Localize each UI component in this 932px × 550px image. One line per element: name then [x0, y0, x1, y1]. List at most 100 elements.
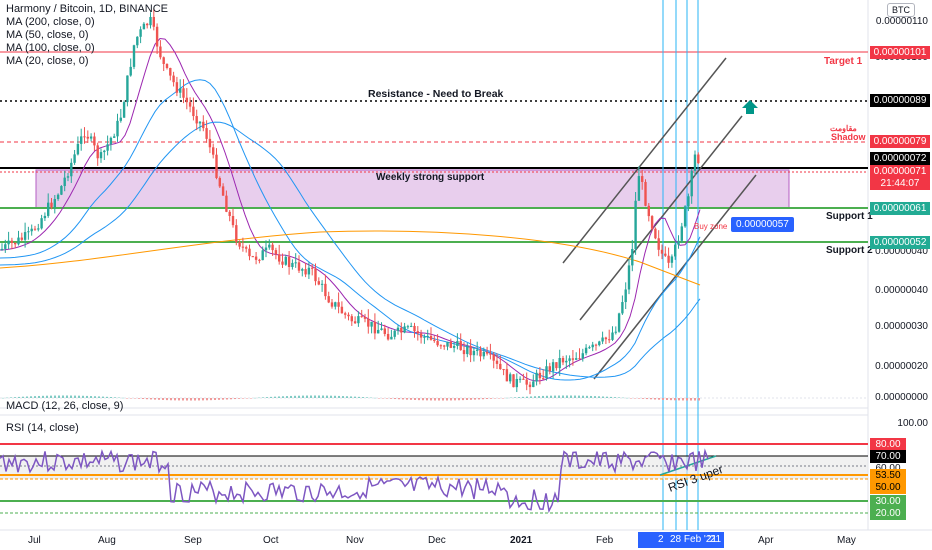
candle[interactable]	[317, 281, 320, 285]
candle[interactable]	[47, 202, 50, 216]
candle[interactable]	[485, 351, 489, 354]
candle[interactable]	[502, 369, 505, 371]
candle[interactable]	[294, 262, 297, 264]
candle[interactable]	[320, 283, 324, 285]
candle[interactable]	[492, 354, 495, 361]
candle[interactable]	[43, 215, 47, 219]
candle[interactable]	[185, 97, 188, 103]
candle[interactable]	[146, 23, 149, 26]
candle[interactable]	[96, 145, 99, 159]
candle[interactable]	[505, 369, 509, 382]
candle[interactable]	[535, 372, 538, 382]
candle[interactable]	[670, 256, 674, 263]
candle[interactable]	[89, 136, 93, 139]
candle[interactable]	[30, 228, 33, 232]
indicator-ma50[interactable]: MA (50, close, 0)	[6, 29, 89, 41]
candle[interactable]	[103, 150, 106, 153]
candle[interactable]	[40, 218, 43, 229]
indicator-ma200[interactable]: MA (200, close, 0)	[6, 16, 95, 28]
candle[interactable]	[611, 332, 614, 340]
candle[interactable]	[687, 196, 690, 207]
channel-line[interactable]	[562, 57, 727, 264]
candle[interactable]	[565, 360, 568, 363]
candle[interactable]	[363, 316, 367, 319]
candle[interactable]	[129, 66, 132, 76]
candle[interactable]	[634, 200, 637, 250]
candle[interactable]	[251, 256, 254, 258]
candle[interactable]	[109, 137, 113, 145]
candle[interactable]	[340, 306, 344, 314]
candle[interactable]	[106, 144, 109, 151]
candle[interactable]	[604, 337, 608, 340]
candle[interactable]	[664, 253, 667, 256]
candle[interactable]	[538, 372, 542, 379]
candle[interactable]	[561, 358, 565, 363]
candle[interactable]	[469, 346, 472, 356]
candle[interactable]	[264, 247, 268, 251]
candle[interactable]	[86, 136, 89, 139]
candle[interactable]	[591, 344, 594, 348]
candle[interactable]	[132, 45, 136, 67]
candle[interactable]	[119, 117, 122, 121]
candle[interactable]	[4, 244, 7, 249]
candle[interactable]	[479, 349, 482, 357]
candle[interactable]	[271, 244, 274, 251]
candle[interactable]	[136, 36, 139, 46]
candle[interactable]	[245, 247, 248, 249]
candle[interactable]	[515, 378, 518, 388]
candle[interactable]	[152, 16, 155, 27]
price-tag[interactable]: 0.00000071	[870, 165, 930, 178]
candle[interactable]	[182, 88, 185, 98]
candle[interactable]	[198, 121, 202, 124]
candle[interactable]	[439, 345, 443, 347]
ma50-line[interactable]	[0, 79, 701, 381]
candle[interactable]	[357, 316, 360, 324]
candle[interactable]	[499, 363, 502, 370]
candle[interactable]	[383, 328, 386, 334]
candle[interactable]	[393, 330, 396, 337]
candle[interactable]	[66, 176, 70, 178]
candle[interactable]	[650, 216, 654, 229]
candle[interactable]	[396, 327, 400, 331]
candle[interactable]	[419, 333, 423, 338]
candle[interactable]	[70, 162, 73, 177]
candle[interactable]	[334, 302, 337, 307]
candle[interactable]	[202, 121, 205, 129]
candle[interactable]	[188, 102, 192, 107]
candle[interactable]	[353, 321, 357, 324]
candle[interactable]	[373, 321, 377, 334]
candle[interactable]	[406, 326, 410, 328]
candle[interactable]	[179, 88, 182, 93]
candle[interactable]	[555, 362, 558, 369]
ma100-line[interactable]	[0, 121, 701, 378]
candle[interactable]	[235, 225, 238, 243]
price-tag[interactable]: 0.00000072	[870, 152, 930, 165]
candle[interactable]	[683, 206, 687, 227]
candle[interactable]	[344, 313, 347, 315]
candle[interactable]	[73, 154, 76, 163]
candle[interactable]	[0, 248, 4, 250]
candle[interactable]	[113, 136, 116, 138]
candle[interactable]	[416, 331, 419, 334]
candle[interactable]	[126, 75, 129, 103]
candle[interactable]	[367, 318, 370, 327]
candle[interactable]	[172, 75, 175, 83]
candle[interactable]	[83, 136, 86, 138]
candle[interactable]	[314, 268, 317, 282]
candle[interactable]	[116, 120, 119, 137]
candle[interactable]	[297, 262, 301, 271]
candle[interactable]	[162, 57, 165, 64]
candle[interactable]	[76, 143, 80, 155]
candle[interactable]	[324, 283, 327, 297]
candle[interactable]	[584, 347, 588, 354]
candle[interactable]	[14, 242, 17, 245]
candle[interactable]	[608, 339, 611, 341]
candle[interactable]	[142, 23, 146, 30]
candle[interactable]	[614, 331, 617, 333]
indicator-ma20[interactable]: MA (20, close, 0)	[6, 55, 89, 67]
candle[interactable]	[588, 347, 591, 349]
candle[interactable]	[674, 244, 677, 257]
candle[interactable]	[360, 316, 363, 318]
candle[interactable]	[578, 358, 581, 360]
